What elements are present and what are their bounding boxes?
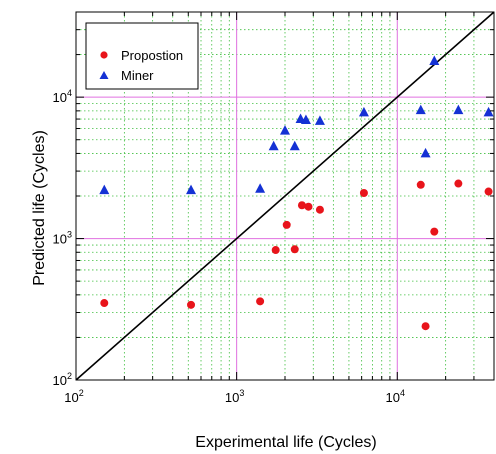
point-miner xyxy=(99,184,110,195)
point-miner xyxy=(420,147,431,158)
point-miner xyxy=(289,140,300,151)
data-markers xyxy=(99,55,494,331)
point-miner xyxy=(453,104,464,115)
point-miner xyxy=(300,114,311,124)
point-propostion xyxy=(100,299,109,308)
legend-marker-propostion xyxy=(100,51,108,59)
point-propostion xyxy=(290,245,299,254)
axis-ticks xyxy=(75,11,495,381)
point-propostion xyxy=(297,201,306,210)
identity-reference-line xyxy=(75,11,495,381)
x-tick-label: 103 xyxy=(225,388,244,405)
major-gridlines xyxy=(76,12,494,380)
point-miner xyxy=(280,125,290,135)
point-miner xyxy=(255,183,266,193)
y-tick-label: 104 xyxy=(53,88,72,105)
point-propostion xyxy=(315,205,324,214)
y-axis-title: Predicted life (Cycles) xyxy=(31,130,48,286)
point-miner xyxy=(358,106,369,117)
point-propostion xyxy=(421,322,430,331)
legend-marker-miner xyxy=(99,71,109,79)
point-propostion xyxy=(359,189,368,198)
y-tick-label: 102 xyxy=(53,371,72,388)
y-tick-label: 103 xyxy=(53,230,72,247)
point-propostion xyxy=(271,246,280,255)
x-tick-label: 102 xyxy=(64,388,83,405)
point-miner xyxy=(483,106,494,117)
point-miner xyxy=(314,115,325,125)
x-tick-label: 104 xyxy=(386,388,405,405)
point-propostion xyxy=(304,202,313,211)
point-miner xyxy=(268,140,279,151)
point-propostion xyxy=(454,179,463,188)
point-propostion xyxy=(282,220,291,229)
legend: Propostion Miner xyxy=(85,22,199,90)
point-propostion xyxy=(256,297,265,306)
point-propostion xyxy=(484,187,493,196)
legend-label-miner: Miner xyxy=(121,68,154,83)
legend-label-propostion: Propostion xyxy=(121,48,183,63)
point-miner xyxy=(415,104,426,115)
point-propostion xyxy=(430,227,439,236)
point-propostion xyxy=(187,300,196,309)
point-miner xyxy=(429,55,440,66)
point-miner xyxy=(186,184,197,195)
point-propostion xyxy=(416,180,425,189)
x-axis-title: Experimental life (Cycles) xyxy=(195,434,376,451)
